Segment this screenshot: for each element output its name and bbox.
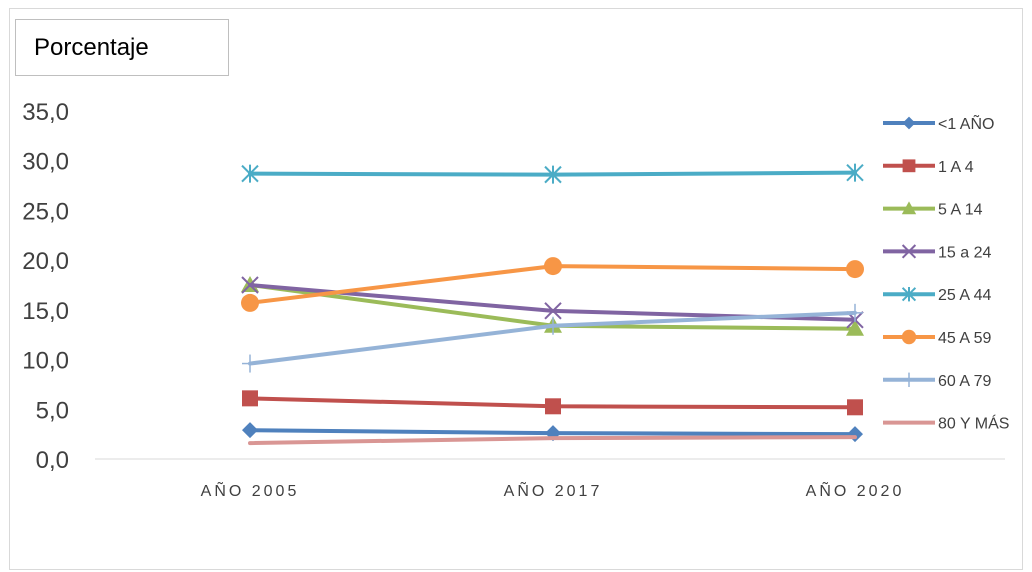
- x-tick-label: AÑO 2017: [504, 480, 603, 500]
- chart-title: Porcentaje: [34, 34, 149, 61]
- legend-label: <1 AÑO: [938, 113, 994, 133]
- legend-item: 15 a 24: [883, 244, 991, 261]
- series-6: [242, 303, 863, 373]
- data-point: [846, 163, 864, 182]
- legend-label: 1 A 4: [938, 159, 974, 176]
- series-4: [241, 163, 864, 184]
- legend-marker: [901, 287, 917, 302]
- legend-marker: [901, 201, 917, 215]
- legend-label: 15 a 24: [938, 244, 991, 261]
- data-point: [544, 165, 562, 184]
- series-line: [248, 435, 857, 446]
- legend-marker: [901, 329, 917, 345]
- y-tick-label: 25,0: [22, 198, 69, 225]
- series-7: [248, 435, 857, 446]
- x-tick-label: AÑO 2005: [201, 480, 300, 500]
- chart-axes: 0,0 5,0 10,0 15,0 20,0 25,0 30,0 35,0 AÑO 2005 AÑ…: [22, 99, 1005, 500]
- legend-marker: [902, 372, 916, 387]
- legend-item: <1 AÑO: [883, 113, 994, 133]
- y-tick-label: 35,0: [22, 99, 69, 126]
- legend-item: 25 A 44: [883, 287, 991, 304]
- data-point: [545, 398, 561, 415]
- data-point: [846, 319, 864, 336]
- legend-label: 5 A 14: [938, 202, 983, 219]
- data-point: [544, 257, 562, 276]
- y-tick-label: 15,0: [22, 298, 69, 325]
- y-tick-label: 20,0: [22, 248, 69, 275]
- legend-marker: [902, 159, 916, 173]
- data-point: [241, 293, 259, 312]
- series-1: [242, 390, 863, 416]
- legend-marker: [902, 116, 916, 130]
- legend-item: 45 A 59: [883, 329, 991, 347]
- data-point: [242, 422, 258, 439]
- data-point: [847, 303, 863, 322]
- legend-label: 25 A 44: [938, 287, 991, 304]
- legend-item: 1 A 4: [883, 159, 974, 176]
- legend-marker: [901, 244, 917, 259]
- legend-item: 5 A 14: [883, 201, 983, 219]
- data-point: [241, 164, 259, 183]
- data-point: [545, 316, 561, 335]
- legend-label: 80 Y MÁS: [938, 414, 1009, 433]
- data-point: [544, 302, 562, 320]
- data-point: [241, 276, 259, 294]
- legend-label: 45 A 59: [938, 330, 991, 347]
- y-tick-label: 10,0: [22, 348, 69, 375]
- data-point: [242, 390, 258, 407]
- chart-title-box: Porcentaje: [15, 19, 229, 76]
- y-tick-label: 30,0: [22, 149, 69, 176]
- y-tick-label: 0,0: [36, 447, 69, 474]
- legend-label: 60 A 79: [938, 373, 991, 390]
- data-point: [242, 354, 258, 373]
- x-tick-label: AÑO 2020: [806, 480, 905, 500]
- chart-frame: [9, 8, 1023, 570]
- data-point: [847, 426, 863, 443]
- chart-legend: <1 AÑO 1 A 4 5 A 14 15 a 24 25 A 44 45 A 59 60…: [883, 113, 1009, 433]
- data-point: [846, 260, 864, 279]
- data-point: [847, 399, 863, 416]
- series-5: [241, 257, 864, 312]
- y-tick-label: 5,0: [36, 397, 69, 424]
- series-layer: [241, 163, 864, 446]
- legend-item: 80 Y MÁS: [883, 414, 1009, 433]
- legend-item: 60 A 79: [883, 372, 991, 390]
